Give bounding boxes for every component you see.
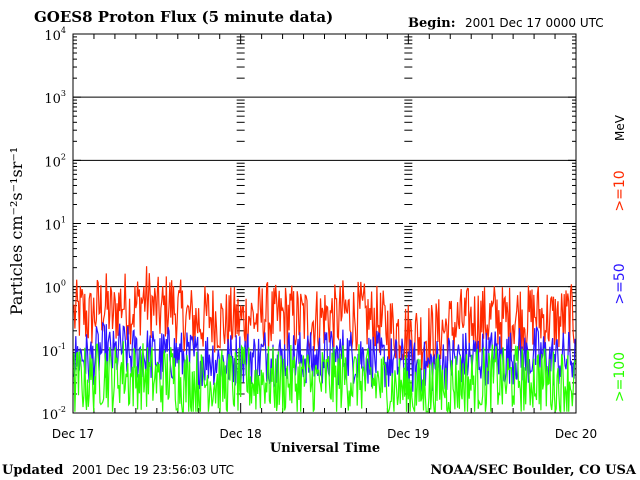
y-tick-label: 104 [44, 26, 66, 44]
x-tick-label: Dec 19 [387, 427, 429, 441]
legend-entry-10mev: >=10 [612, 170, 628, 211]
legend-entry-50mev: >=50 [612, 263, 628, 304]
x-axis-label: Universal Time [270, 441, 380, 456]
y-tick-label: 10-2 [42, 405, 66, 423]
y-axis-label: Particles cm⁻²s⁻¹sr⁻¹ [7, 147, 26, 315]
x-tick-label: Dec 18 [220, 427, 262, 441]
y-tick-label: 102 [44, 152, 66, 170]
legend-entry-100mev: >=100 [612, 352, 628, 402]
updated-value: 2001 Dec 19 23:56:03 UTC [72, 463, 234, 477]
x-tick-label: Dec 20 [555, 427, 597, 441]
credit-text: NOAA/SEC Boulder, CO USA [430, 463, 637, 478]
y-tick-label: 10-1 [42, 342, 66, 360]
y-tick-label: 100 [44, 279, 66, 297]
data-series [73, 266, 576, 414]
x-tick-labels: Dec 17 Dec 18 Dec 19 Dec 20 [52, 427, 597, 441]
series-line-10mev [73, 266, 576, 371]
y-tick-label: 103 [44, 89, 66, 107]
begin-label: Begin: [408, 16, 456, 31]
chart-title: GOES8 Proton Flux (5 minute data) [34, 8, 333, 26]
y-tick-label: 101 [44, 216, 66, 234]
legend-unit: MeV [613, 114, 627, 141]
y-tick-labels: 10-2 10-1 100 101 102 103 104 [42, 26, 66, 423]
updated-label: Updated [2, 463, 63, 478]
x-tick-label: Dec 17 [52, 427, 94, 441]
begin-value: 2001 Dec 17 0000 UTC [465, 16, 604, 30]
series-line-100mev [73, 341, 576, 414]
